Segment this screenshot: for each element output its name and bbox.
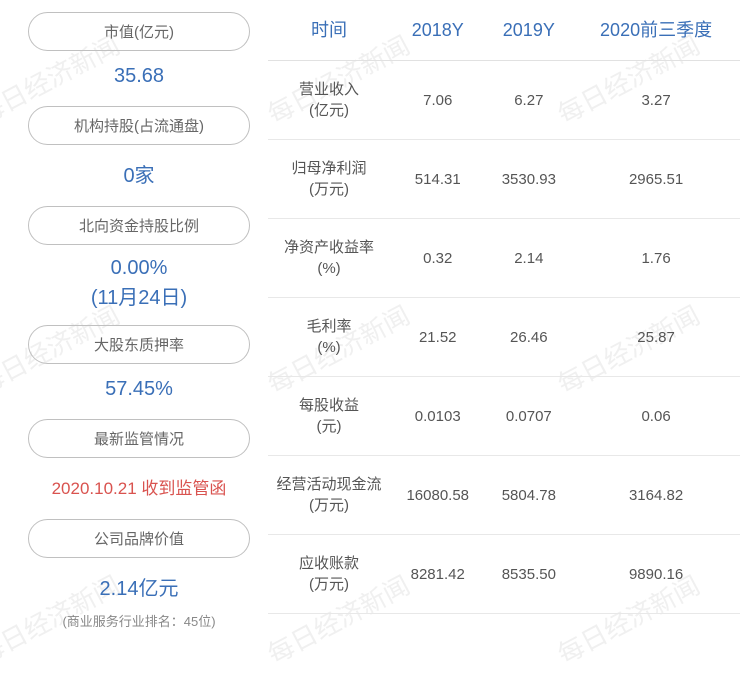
col-header-2020q3: 2020前三季度 [572, 8, 740, 61]
cell-value: 16080.58 [390, 456, 485, 535]
table-header-row: 时间 2018Y 2019Y 2020前三季度 [268, 8, 740, 61]
table-row: 归母净利润 (万元)514.313530.932965.51 [268, 140, 740, 219]
metric-pill: 北向资金持股比例 [28, 206, 250, 245]
cell-value: 514.31 [390, 140, 485, 219]
cell-value: 3164.82 [572, 456, 740, 535]
row-label: 每股收益 (元) [268, 377, 390, 456]
row-label: 营业收入 (亿元) [268, 61, 390, 140]
table-row: 经营活动现金流 (万元)16080.585804.783164.82 [268, 456, 740, 535]
cell-value: 3.27 [572, 61, 740, 140]
metric-value: 35.68 [28, 51, 250, 98]
row-label: 毛利率 (%) [268, 298, 390, 377]
cell-value: 25.87 [572, 298, 740, 377]
cell-value: 0.32 [390, 219, 485, 298]
metric-subnote: (商业服务行业排名：45位) [28, 611, 250, 634]
table-row: 净资产收益率 (%)0.322.141.76 [268, 219, 740, 298]
metric-value: 2020.10.21 收到监管函 [28, 458, 250, 511]
cell-value: 3530.93 [485, 140, 572, 219]
metric-value: 2.14亿元 [28, 558, 250, 611]
cell-value: 0.0707 [485, 377, 572, 456]
metric-value: 0家 [28, 145, 250, 198]
cell-value: 9890.16 [572, 535, 740, 614]
metric-pill: 公司品牌价值 [28, 519, 250, 558]
metric-pill: 市值(亿元) [28, 12, 250, 51]
cell-value: 0.06 [572, 377, 740, 456]
col-header-2018: 2018Y [390, 8, 485, 61]
table-row: 营业收入 (亿元)7.066.273.27 [268, 61, 740, 140]
col-header-time: 时间 [268, 8, 390, 61]
metric-pill: 机构持股(占流通盘) [28, 106, 250, 145]
row-label: 净资产收益率 (%) [268, 219, 390, 298]
cell-value: 26.46 [485, 298, 572, 377]
cell-value: 0.0103 [390, 377, 485, 456]
cell-value: 8535.50 [485, 535, 572, 614]
table-row: 应收账款 (万元)8281.428535.509890.16 [268, 535, 740, 614]
cell-value: 2965.51 [572, 140, 740, 219]
cell-value: 8281.42 [390, 535, 485, 614]
financials-table: 时间 2018Y 2019Y 2020前三季度 营业收入 (亿元)7.066.2… [268, 8, 740, 614]
col-header-2019: 2019Y [485, 8, 572, 61]
metric-pill: 大股东质押率 [28, 325, 250, 364]
row-label: 归母净利润 (万元) [268, 140, 390, 219]
metric-pill: 最新监管情况 [28, 419, 250, 458]
row-label: 经营活动现金流 (万元) [268, 456, 390, 535]
cell-value: 1.76 [572, 219, 740, 298]
cell-value: 7.06 [390, 61, 485, 140]
cell-value: 6.27 [485, 61, 572, 140]
summary-metrics-panel: 市值(亿元)35.68 机构持股(占流通盘)0家北向资金持股比例0.00% (11… [0, 0, 260, 678]
financials-table-panel: 时间 2018Y 2019Y 2020前三季度 营业收入 (亿元)7.066.2… [260, 0, 750, 678]
table-row: 每股收益 (元)0.01030.07070.06 [268, 377, 740, 456]
cell-value: 21.52 [390, 298, 485, 377]
metric-value: 57.45% [28, 364, 250, 411]
table-row: 毛利率 (%)21.5226.4625.87 [268, 298, 740, 377]
metric-value: 0.00% (11月24日) [28, 245, 250, 317]
cell-value: 5804.78 [485, 456, 572, 535]
cell-value: 2.14 [485, 219, 572, 298]
row-label: 应收账款 (万元) [268, 535, 390, 614]
